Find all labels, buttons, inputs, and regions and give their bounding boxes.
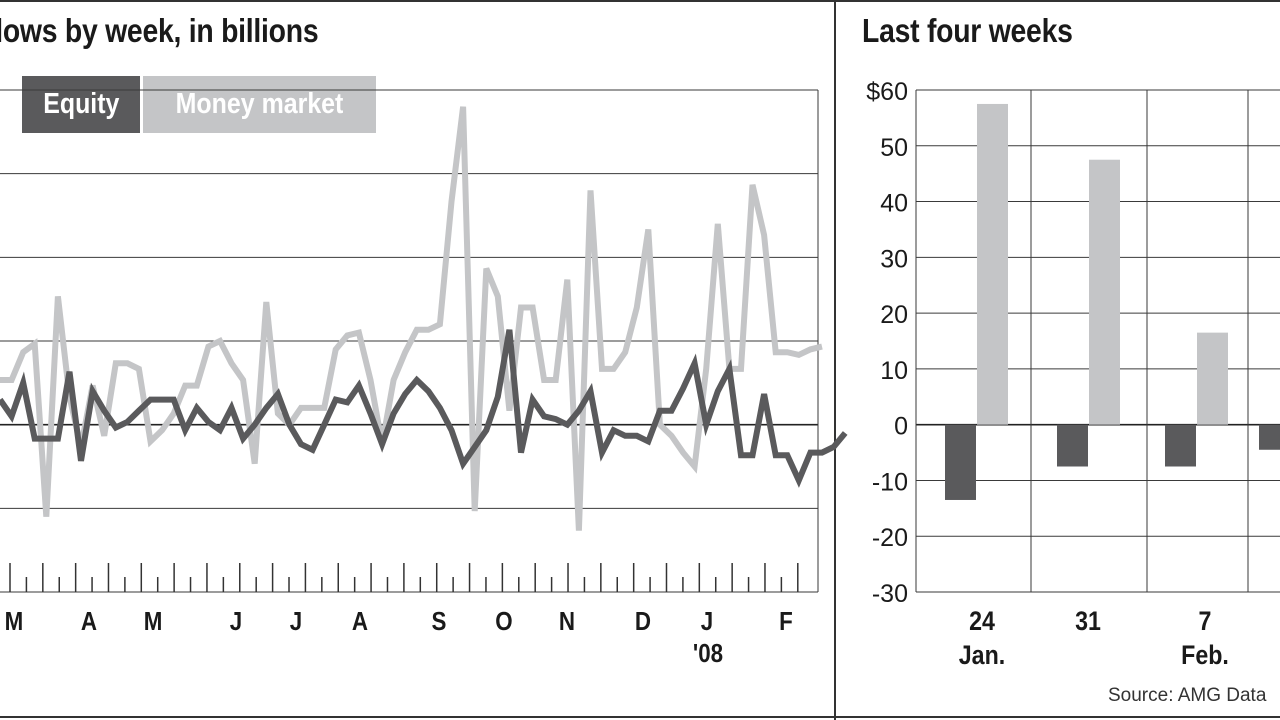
category-sublabel: Feb. (1181, 640, 1229, 670)
month-label: N (559, 607, 575, 636)
equity-bar (1259, 424, 1280, 450)
y-tick-label: 30 (880, 245, 908, 273)
y-tick-label: 20 (880, 301, 908, 329)
year-label: '08 (693, 639, 723, 668)
month-label: F (779, 607, 793, 636)
bar-chart: $60 50 40 30 20 10 0 -10 -20 -30 24 Jan. 31 7 Feb. (866, 78, 1280, 670)
y-tick-label: 0 (894, 413, 908, 441)
category-label: 24 (969, 606, 995, 636)
y-tick-label: -30 (872, 580, 908, 608)
legend-money-market-label: Money market (175, 88, 344, 120)
month-label: A (352, 607, 368, 636)
left-chart-title: flows by week, in billions (0, 12, 319, 49)
equity-bar (945, 424, 976, 500)
legend-equity-label: Equity (42, 88, 120, 120)
equity-bar (1057, 424, 1088, 467)
top-border (0, 0, 1280, 2)
category-label: 31 (1075, 606, 1101, 636)
category-label: 7 (1199, 606, 1212, 636)
month-label: D (635, 607, 651, 636)
month-label: A (81, 607, 97, 636)
month-label: M (144, 607, 163, 636)
y-tick-label: -10 (872, 468, 908, 496)
y-tick-label: -20 (872, 524, 908, 552)
month-label: O (495, 607, 512, 636)
source-note: Source: AMG Data (1108, 685, 1267, 706)
y-tick-label: 40 (880, 190, 908, 218)
y-tick-label: 10 (880, 357, 908, 385)
bottom-border (0, 716, 1280, 718)
money-market-bar (1197, 332, 1228, 425)
month-label: J (290, 607, 302, 636)
month-label: S (432, 607, 447, 636)
equity-series-line (0, 329, 848, 488)
line-chart: M A M J J A S O N D J F '08 (0, 89, 848, 668)
money-market-bar (977, 103, 1008, 425)
month-label: M (5, 607, 24, 636)
right-chart-title: Last four weeks (862, 12, 1073, 49)
category-sublabel: Jan. (959, 640, 1005, 670)
y-tick-label: 50 (880, 134, 908, 162)
month-label: J (701, 607, 713, 636)
equity-bar (1165, 424, 1196, 467)
panel-divider (834, 0, 836, 720)
y-tick-label: $60 (866, 78, 908, 106)
legend-equity: Equity (22, 76, 140, 133)
legend-money-market: Money market (143, 76, 376, 133)
money-market-bar (1089, 159, 1120, 425)
month-label: J (230, 607, 242, 636)
money-market-series-line (0, 106, 823, 531)
